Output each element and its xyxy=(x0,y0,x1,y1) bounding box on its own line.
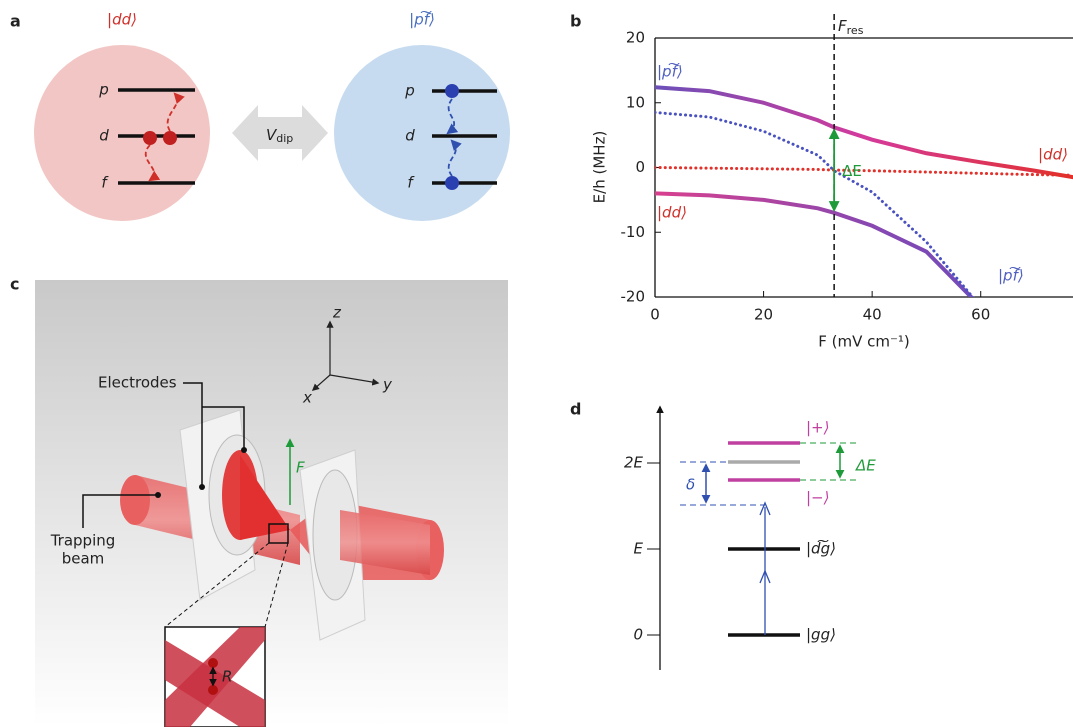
y-tick-label: 20 xyxy=(626,29,645,47)
electrodes-label: Electrodes xyxy=(98,374,177,392)
callout-dot xyxy=(241,447,247,453)
state-label: |dd⟩ xyxy=(657,204,687,222)
atom xyxy=(208,685,218,695)
trapping-beam xyxy=(120,475,150,525)
level-label: |gg⟩ xyxy=(806,626,836,644)
tick-label: E xyxy=(634,540,644,558)
level-label: |−⟩ xyxy=(806,489,829,507)
particle xyxy=(445,84,459,98)
splitting-label: ΔE xyxy=(855,457,876,475)
callout-dot xyxy=(155,492,161,498)
y-tick-label: 10 xyxy=(626,93,645,111)
figure: a |dd⟩ |p͠f⟩ p d f p d f Vdip b E/h (MHz… xyxy=(0,0,1073,727)
x-axis-label: F (mV cm⁻¹) xyxy=(818,333,910,351)
beam-label: Trapping xyxy=(50,532,116,550)
particle xyxy=(143,131,157,145)
panel-label: c xyxy=(10,275,19,294)
state-label: |dd⟩ xyxy=(1038,146,1068,164)
level-label: d xyxy=(99,127,109,145)
separation-label: R xyxy=(222,668,232,686)
panel-label: a xyxy=(10,12,21,31)
particle xyxy=(163,131,177,145)
panel-a: a |dd⟩ |p͠f⟩ p d f p d f Vdip xyxy=(10,11,510,222)
gap-label: ΔE xyxy=(842,162,862,180)
axis-label: x xyxy=(302,389,312,407)
panel-label: b xyxy=(570,12,581,31)
x-tick-label: 20 xyxy=(754,306,773,324)
field-label: F xyxy=(296,459,305,477)
panel-label: d xyxy=(570,400,581,419)
state-circle xyxy=(34,45,210,221)
tick-label: 0 xyxy=(633,626,643,644)
state-label: |dd⟩ xyxy=(107,11,137,29)
level-label: |+⟩ xyxy=(806,419,829,437)
panel-d: d 0 E 2E δ ΔE |+⟩ |−⟩ |d͠g⟩ |gg⟩ xyxy=(570,400,876,671)
detuning-label: δ xyxy=(686,476,695,494)
level-label: p xyxy=(98,81,109,99)
level-label: p xyxy=(404,82,415,100)
level-label: |d͠g⟩ xyxy=(806,540,836,558)
y-tick-label: 0 xyxy=(635,158,645,176)
state-circle xyxy=(334,45,510,221)
atom xyxy=(208,658,218,668)
x-tick-label: 0 xyxy=(650,306,660,324)
tick-label: 2E xyxy=(624,454,644,472)
beam-label: beam xyxy=(62,550,105,568)
y-tick-label: -20 xyxy=(621,288,646,306)
state-label: |p͠f⟩ xyxy=(657,63,683,81)
resonance-label: Fres xyxy=(838,17,864,38)
axis-label: z xyxy=(332,304,342,322)
x-tick-label: 60 xyxy=(971,306,990,324)
panel-c: c z x y R F Electrodes Trapping beam xyxy=(10,275,508,727)
state-label: |p͠f⟩ xyxy=(409,11,435,29)
y-tick-label: -10 xyxy=(621,223,646,241)
series-line xyxy=(655,87,1073,177)
page: a |dd⟩ |p͠f⟩ p d f p d f Vdip b E/h (MHz… xyxy=(0,0,1073,727)
state-label: |p͠f⟩ xyxy=(998,267,1024,285)
series-line xyxy=(655,193,981,306)
y-axis-label: E/h (MHz) xyxy=(591,131,609,204)
panel-b: b E/h (MHz) F (mV cm⁻¹) Fres |p͠f⟩ |dd⟩ … xyxy=(570,12,1073,351)
axis-label: y xyxy=(382,376,393,394)
callout-dot xyxy=(199,484,205,490)
particle xyxy=(445,176,459,190)
level-label: d xyxy=(405,127,415,145)
x-tick-label: 40 xyxy=(863,306,882,324)
